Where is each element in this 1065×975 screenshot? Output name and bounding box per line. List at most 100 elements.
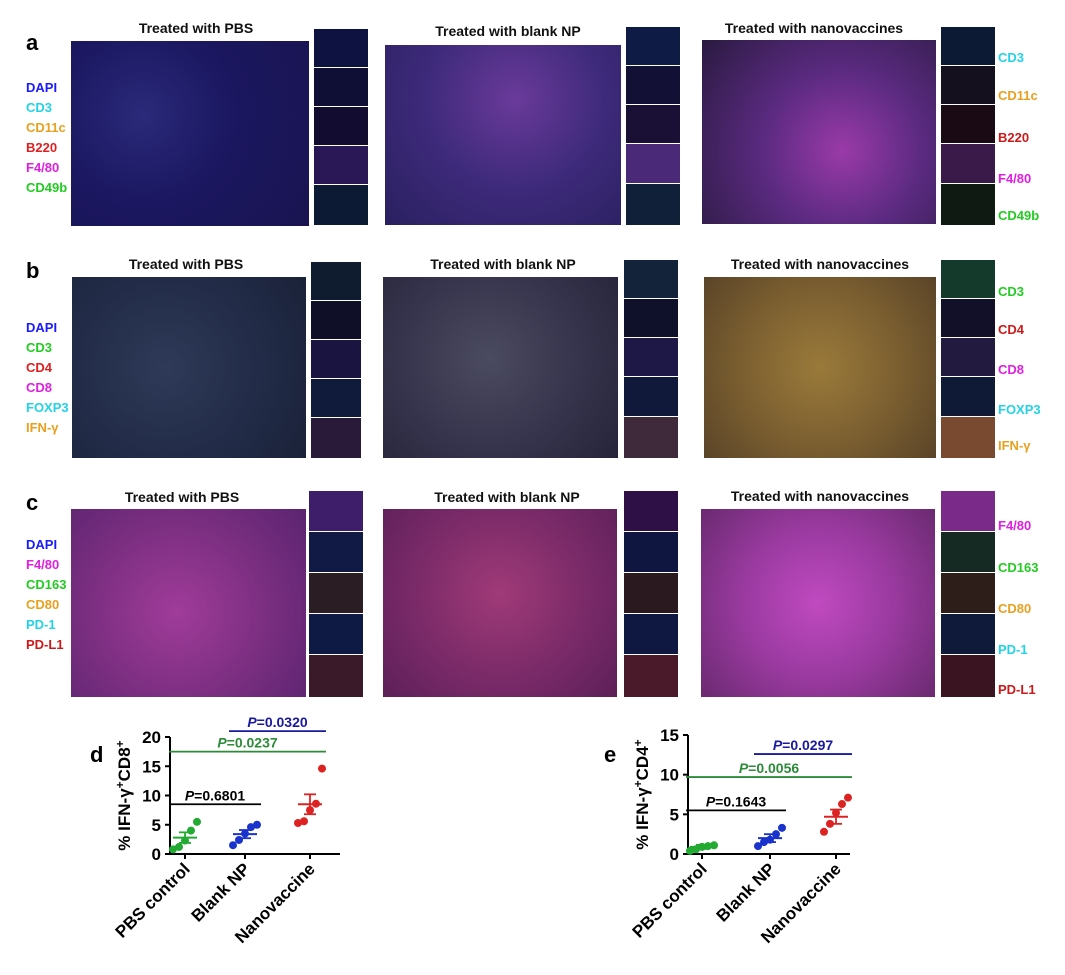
y-axis-label: % IFN-γ+CD4+ <box>631 739 652 849</box>
legend-c-item: F4/80 <box>26 557 60 572</box>
legend-a-item: CD11c <box>26 120 66 135</box>
thumbs-c-pbs <box>309 491 363 697</box>
title-a-pbs: Treated with PBS <box>138 20 254 36</box>
side-label-c: PD-L1 <box>998 682 1036 697</box>
p-value: =0.1643 <box>715 793 766 809</box>
thumb <box>624 417 678 458</box>
y-axis-label-part: CD8 <box>115 747 134 781</box>
data-point <box>318 764 326 773</box>
p-letter: P <box>739 760 749 776</box>
panel-letter-d: d <box>90 742 104 767</box>
thumbs-c-nano <box>941 491 995 697</box>
title-c-nano: Treated with nanovaccines <box>730 488 910 504</box>
title-a-nano: Treated with nanovaccines <box>724 20 904 36</box>
y-axis-label-part: CD4 <box>633 746 652 781</box>
legend-c: DAPI F4/80 CD163 CD80 PD-1 PD-L1 <box>26 535 66 655</box>
legend-b-item: DAPI <box>26 320 58 335</box>
legend-a-item: DAPI <box>26 80 58 95</box>
comparison-label: P=0.1643 <box>706 793 767 809</box>
thumb <box>311 379 361 418</box>
comparison-label: P=0.6801 <box>185 787 246 803</box>
side-label-a: CD3 <box>998 50 1025 65</box>
data-point <box>294 818 302 827</box>
micrograph-b-blank <box>383 277 618 458</box>
data-point <box>235 835 243 844</box>
x-tick-label: Blank NP <box>713 859 779 925</box>
title-c-blank: Treated with blank NP <box>434 489 580 505</box>
thumb <box>311 340 361 379</box>
thumb <box>624 655 678 697</box>
y-tick-label: 15 <box>142 757 161 776</box>
data-point <box>229 841 237 850</box>
data-point <box>710 841 718 850</box>
thumb <box>941 105 995 144</box>
p-value: =0.0320 <box>257 714 308 730</box>
data-point <box>838 800 846 809</box>
panel-letter-b: b <box>26 258 40 283</box>
legend-b: DAPI CD3 CD4 CD8 FOXP3 IFN-γ <box>26 318 69 438</box>
thumb <box>941 260 995 299</box>
thumb <box>314 107 368 146</box>
panel-letter-a: a <box>26 30 39 55</box>
y-tick-label: 0 <box>670 845 679 864</box>
thumb <box>626 144 680 184</box>
side-label-b: CD4 <box>998 322 1025 337</box>
thumb <box>309 532 363 573</box>
thumb <box>941 532 995 573</box>
thumb <box>624 260 678 299</box>
thumb <box>311 262 361 301</box>
side-label-c: CD80 <box>998 601 1032 616</box>
data-point <box>253 820 261 829</box>
legend-a: DAPI CD3 CD11c B220 F4/80 CD49b <box>26 78 67 198</box>
p-letter: P <box>773 737 783 753</box>
data-point <box>778 823 786 832</box>
panel-letter-c: c <box>26 490 39 515</box>
thumb <box>626 66 680 105</box>
legend-c-item: CD163 <box>26 577 67 592</box>
legend-c-item: CD80 <box>26 597 60 612</box>
thumb <box>309 491 363 532</box>
comparison-label: P=0.0237 <box>217 735 278 751</box>
side-label-c: F4/80 <box>998 518 1032 533</box>
data-point <box>820 827 828 836</box>
side-label-c: PD-1 <box>998 642 1028 657</box>
thumb <box>624 491 678 532</box>
x-tick-label: PBS control <box>112 859 194 941</box>
y-axis-label-part: + <box>113 781 127 788</box>
legend-c-item: PD-1 <box>26 617 56 632</box>
comparison-label: P=0.0297 <box>773 737 834 753</box>
thumb <box>941 655 995 697</box>
data-point <box>169 845 177 854</box>
thumb <box>309 614 363 655</box>
comparison-label: P=0.0320 <box>247 714 308 730</box>
micrograph-a-pbs <box>71 41 309 226</box>
data-point <box>247 823 255 832</box>
thumb <box>624 532 678 573</box>
x-tick-label: PBS control <box>629 859 711 941</box>
thumb <box>624 299 678 338</box>
micrograph-a-blank <box>385 45 621 225</box>
legend-c-item: PD-L1 <box>26 637 64 652</box>
legend-b-item: CD8 <box>26 380 53 395</box>
legend-b-item: IFN-γ <box>26 420 59 435</box>
side-label-b: FOXP3 <box>998 402 1041 417</box>
thumb <box>624 614 678 655</box>
thumbs-b-nano <box>941 260 995 458</box>
side-label-a: B220 <box>998 130 1030 145</box>
thumbs-a-pbs <box>314 29 368 225</box>
x-tick-label: Blank NP <box>188 859 254 925</box>
thumbs-b-blank <box>624 260 678 458</box>
p-letter: P <box>706 793 716 809</box>
y-tick-label: 20 <box>142 728 161 747</box>
thumb <box>311 418 361 458</box>
p-value: =0.0297 <box>782 737 833 753</box>
data-point <box>844 793 852 802</box>
thumb <box>941 144 995 184</box>
thumb <box>941 66 995 105</box>
legend-c-item: DAPI <box>26 537 58 552</box>
thumb <box>626 27 680 66</box>
thumb <box>941 377 995 417</box>
legend-a-item: CD49b <box>26 180 68 195</box>
micrograph-c-nano <box>701 509 935 697</box>
y-tick-label: 5 <box>152 816 161 835</box>
